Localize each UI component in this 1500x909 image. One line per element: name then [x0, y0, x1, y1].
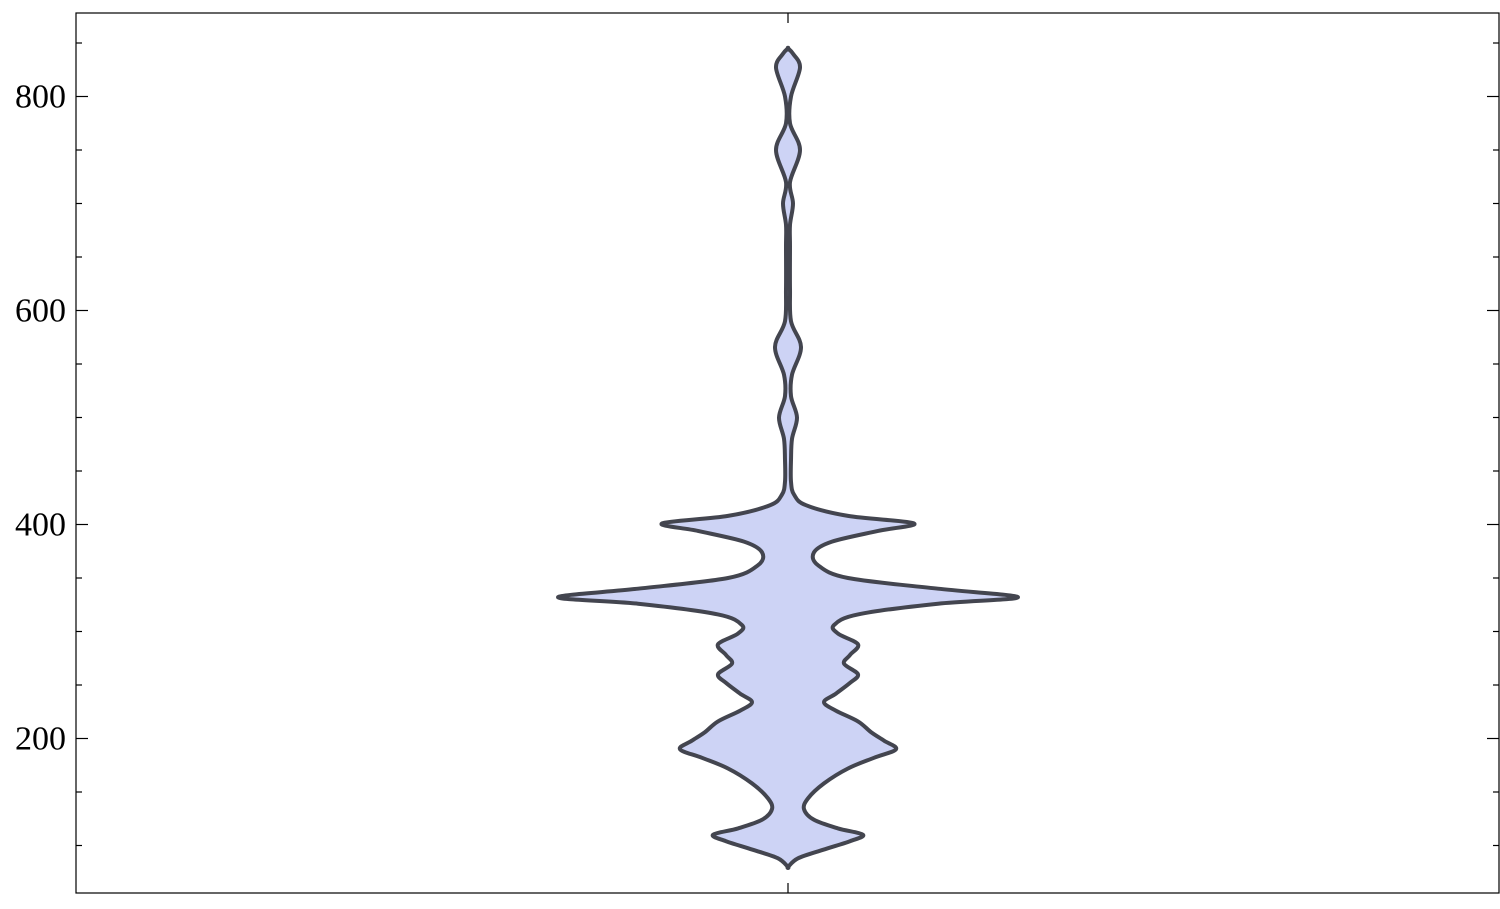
y-tick-label: 200	[15, 721, 66, 758]
violin-shape	[556, 45, 1020, 870]
y-tick-label: 800	[15, 79, 66, 116]
y-tick-label: 600	[15, 293, 66, 330]
y-tick-label: 400	[15, 507, 66, 544]
y-axis-ticks	[76, 42, 1499, 847]
y-axis-tick-labels: 200 400 600 800	[15, 79, 66, 758]
